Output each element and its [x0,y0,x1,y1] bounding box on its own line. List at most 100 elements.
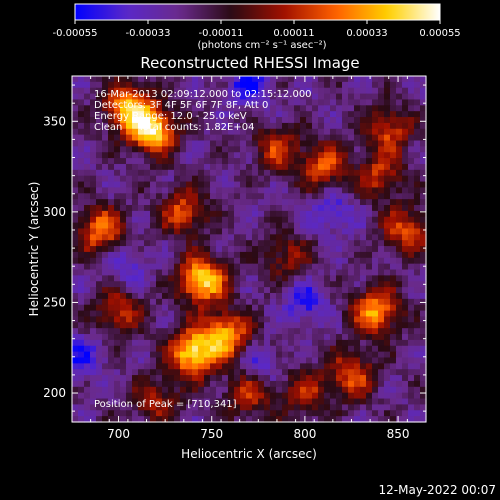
heatmap-cell [198,169,205,177]
heatmap-cell [336,105,343,112]
heatmap-cell [282,76,289,83]
heatmap-cell [138,193,145,200]
heatmap-cell [312,122,319,130]
heatmap-cell [132,416,139,423]
heatmap-cell [174,345,181,353]
heatmap-cell [348,351,355,359]
annotation-detectors: Detectors: 3F 4F 5F 6F 7F 8F, Att 0 [94,100,268,111]
heatmap-cell [222,416,229,423]
heatmap-cell [102,93,109,101]
heatmap-cell [240,269,247,276]
heatmap-cell [258,175,265,183]
heatmap-cell [132,257,139,265]
heatmap-cell [138,205,145,212]
heatmap-cell [84,111,91,118]
heatmap-cell [402,386,409,394]
heatmap-cell [126,345,133,353]
heatmap-cell [240,263,247,271]
heatmap-cell [246,410,253,417]
heatmap-cell [186,134,193,142]
heatmap-cell [354,105,361,112]
heatmap-cell [342,210,349,218]
heatmap-cell [270,339,277,347]
heatmap-cell [246,140,253,147]
heatmap-cell [378,363,385,370]
heatmap-cell [408,128,415,136]
heatmap-cell [120,304,127,312]
heatmap-cell [366,117,373,124]
heatmap-cell [306,328,313,335]
heatmap-cell [192,93,199,101]
heatmap-cell [138,257,145,265]
heatmap-cell [126,269,133,276]
heatmap-cell [126,146,133,153]
heatmap-cell [384,304,391,312]
heatmap-cell [366,222,373,230]
heatmap-cell [342,134,349,142]
heatmap-cell [234,210,241,218]
heatmap-cell [360,205,367,212]
heatmap-cell [354,81,361,89]
heatmap-cell [78,287,85,294]
heatmap-cell [312,234,319,241]
heatmap-cell [234,187,241,194]
heatmap-cell [354,263,361,271]
heatmap-cell [132,240,139,247]
heatmap-cell [114,339,121,347]
heatmap-cell [348,275,355,282]
heatmap-cell [414,263,421,271]
heatmap-cell [78,416,85,423]
heatmap-cell [144,246,151,253]
heatmap-cell [126,128,133,136]
heatmap-cell [84,287,91,294]
heatmap-cell [162,175,169,183]
heatmap-cell [96,287,103,294]
heatmap-cell [300,380,307,388]
heatmap-cell [270,99,277,106]
heatmap-cell [360,210,367,218]
heatmap-cell [150,310,157,318]
heatmap-cell [378,146,385,153]
heatmap-cell [108,228,115,235]
heatmap-cell [252,163,259,171]
heatmap-cell [210,292,217,300]
heatmap-cell [192,287,199,294]
heatmap-cell [168,175,175,183]
heatmap-cell [240,322,247,329]
heatmap-cell [216,175,223,183]
heatmap-cell [138,122,145,130]
heatmap-cell [150,140,157,147]
heatmap-cell [300,117,307,124]
heatmap-cell [246,181,253,189]
heatmap-cell [264,134,271,142]
heatmap-cell [414,269,421,276]
heatmap-cell [294,287,301,294]
heatmap-cell [144,398,151,405]
heatmap-cell [216,275,223,282]
heatmap-cell [318,193,325,200]
heatmap-cell [414,169,421,177]
heatmap-cell [246,152,253,159]
heatmap-cell [234,193,241,200]
heatmap-cell [300,146,307,153]
heatmap-cell [360,158,367,165]
heatmap-cell [102,140,109,147]
heatmap-cell [174,404,181,411]
heatmap-cell [366,380,373,388]
heatmap-cell [306,257,313,265]
heatmap-cell [360,392,367,400]
heatmap-cell [228,316,235,323]
heatmap-cell [180,298,187,306]
heatmap-cell [156,386,163,394]
heatmap-cell [138,76,145,83]
heatmap-cell [90,392,97,400]
heatmap-cell [408,105,415,112]
heatmap-cell [198,122,205,130]
heatmap-cell [408,281,415,288]
heatmap-cell [192,345,199,353]
heatmap-cell [258,122,265,130]
heatmap-cell [180,281,187,288]
heatmap-cell [192,158,199,165]
heatmap-cell [360,146,367,153]
heatmap-cell [288,369,295,376]
